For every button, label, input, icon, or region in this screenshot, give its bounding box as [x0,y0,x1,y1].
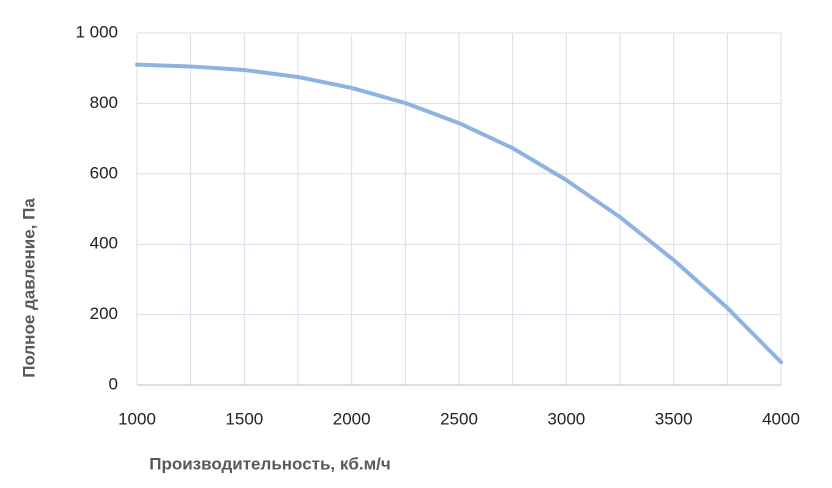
y-tick-label: 800 [90,93,118,112]
x-tick-label: 4000 [762,409,800,428]
y-axis-title: Полное давление, Па [19,198,38,378]
x-tick-label: 3500 [655,409,693,428]
y-tick-label: 600 [90,163,118,182]
y-tick-label: 400 [90,234,118,253]
y-tick-label: 200 [90,304,118,323]
x-tick-label: 1500 [225,409,263,428]
x-tick-label: 3000 [547,409,585,428]
x-tick-label: 1000 [118,409,156,428]
x-axis-title: Производительность, кб.м/ч [149,454,391,473]
x-tick-label: 2500 [440,409,478,428]
data-line [135,62,783,365]
y-tick-label: 0 [109,374,118,393]
y-tick-label: 1 000 [75,22,118,41]
x-tick-label: 2000 [333,409,371,428]
